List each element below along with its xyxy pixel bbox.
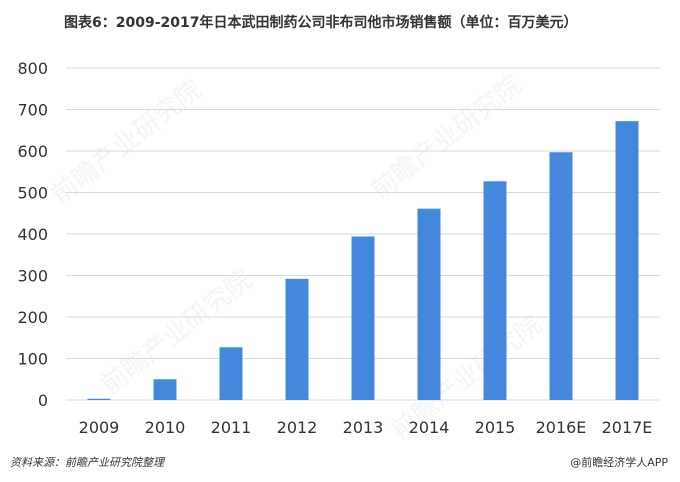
bar — [417, 208, 441, 400]
y-tick-label: 0 — [38, 391, 48, 410]
x-tick-label: 2009 — [79, 418, 120, 437]
x-tick-label: 2010 — [145, 418, 186, 437]
source-note: 资料来源：前瞻产业研究院整理 — [10, 456, 164, 469]
credit-note: @前瞻经济学人APP — [570, 456, 668, 469]
bar — [87, 398, 111, 400]
y-tick-label: 200 — [17, 308, 48, 327]
y-tick-label: 100 — [17, 350, 48, 369]
bar — [549, 152, 573, 400]
y-tick-label: 700 — [17, 101, 48, 120]
y-tick-label: 500 — [17, 184, 48, 203]
watermark-text: 前瞻产业研究院 — [46, 75, 208, 211]
x-tick-label: 2017E — [602, 418, 653, 437]
x-tick-label: 2013 — [343, 418, 384, 437]
y-tick-label: 800 — [17, 59, 48, 78]
y-axis-ticks: 0 100 200 300 400 500 600 700 800 — [17, 59, 48, 410]
bar — [285, 278, 309, 400]
bar — [153, 379, 177, 400]
chart-title: 图表6：2009-2017年日本武田制药公司非布司他市场销售额（单位：百万美元） — [64, 15, 578, 31]
x-axis-ticks: 2009 2010 2011 2012 2013 2014 2015 2016E 2017E — [79, 418, 653, 437]
x-tick-label: 2012 — [277, 418, 318, 437]
y-tick-label: 400 — [17, 225, 48, 244]
bars — [87, 121, 639, 401]
bar — [615, 121, 639, 401]
y-tick-label: 600 — [17, 142, 48, 161]
x-tick-label: 2014 — [409, 418, 450, 437]
y-tick-label: 300 — [17, 267, 48, 286]
x-tick-label: 2015 — [475, 418, 516, 437]
x-tick-label: 2011 — [211, 418, 252, 437]
bar — [351, 236, 375, 400]
x-tick-label: 2016E — [536, 418, 587, 437]
bar — [483, 181, 507, 400]
bar — [219, 347, 243, 400]
